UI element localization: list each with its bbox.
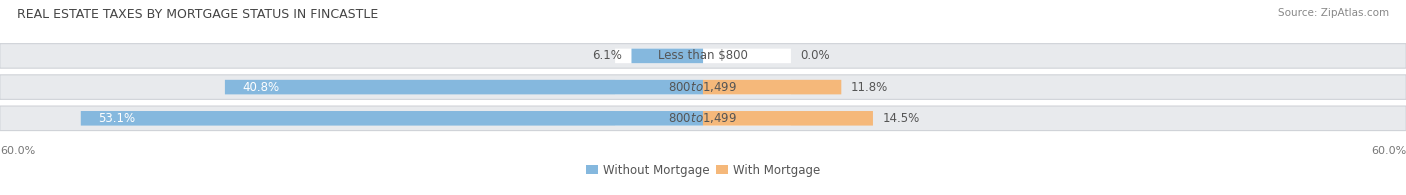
Text: 60.0%: 60.0%	[1371, 146, 1406, 156]
Text: 6.1%: 6.1%	[592, 49, 621, 62]
FancyBboxPatch shape	[614, 80, 792, 94]
FancyBboxPatch shape	[703, 111, 873, 126]
Text: 40.8%: 40.8%	[243, 81, 280, 94]
Text: 11.8%: 11.8%	[851, 81, 887, 94]
FancyBboxPatch shape	[703, 80, 841, 94]
FancyBboxPatch shape	[631, 49, 703, 63]
FancyBboxPatch shape	[0, 44, 1406, 68]
FancyBboxPatch shape	[0, 75, 1406, 99]
Text: $800 to $1,499: $800 to $1,499	[668, 80, 738, 94]
Text: 14.5%: 14.5%	[883, 112, 920, 125]
Text: Source: ZipAtlas.com: Source: ZipAtlas.com	[1278, 8, 1389, 18]
FancyBboxPatch shape	[614, 111, 792, 126]
FancyBboxPatch shape	[80, 111, 703, 126]
Text: 0.0%: 0.0%	[800, 49, 830, 62]
FancyBboxPatch shape	[225, 80, 703, 94]
Text: Less than $800: Less than $800	[658, 49, 748, 62]
Text: 60.0%: 60.0%	[0, 146, 35, 156]
Text: 53.1%: 53.1%	[98, 112, 135, 125]
Text: $800 to $1,499: $800 to $1,499	[668, 111, 738, 125]
Text: REAL ESTATE TAXES BY MORTGAGE STATUS IN FINCASTLE: REAL ESTATE TAXES BY MORTGAGE STATUS IN …	[17, 8, 378, 21]
Legend: Without Mortgage, With Mortgage: Without Mortgage, With Mortgage	[581, 159, 825, 182]
FancyBboxPatch shape	[614, 49, 792, 63]
FancyBboxPatch shape	[0, 106, 1406, 131]
